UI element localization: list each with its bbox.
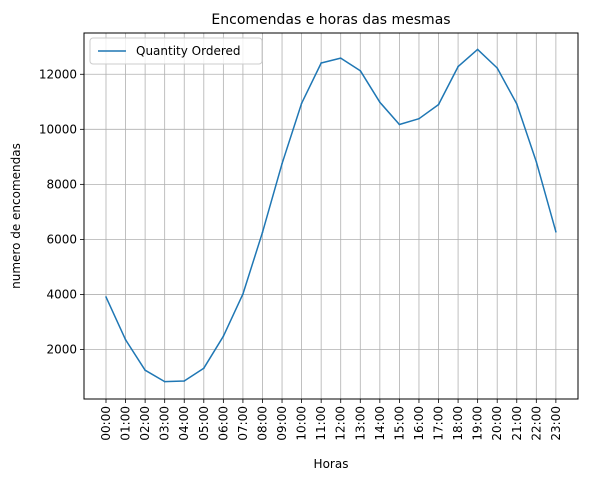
data-point — [437, 103, 440, 106]
x-tick-label: 15:00 — [392, 406, 406, 441]
data-point — [105, 296, 107, 298]
data-point — [163, 380, 166, 383]
x-tick-label: 01:00 — [119, 406, 133, 441]
chart-title: Encomendas e horas das mesmas — [211, 12, 450, 28]
x-tick-label: 03:00 — [158, 406, 172, 441]
data-point — [320, 62, 322, 64]
x-tick-label: 05:00 — [197, 406, 211, 441]
x-tick-label: 02:00 — [138, 406, 152, 441]
data-point — [144, 369, 146, 372]
x-tick-label: 19:00 — [471, 406, 485, 441]
x-axis: 00:00 01:00 02:00 03:00 04:00 05:00 06:00 07:00… — [99, 399, 563, 441]
y-axis-label: numero de encomendas — [9, 143, 23, 289]
x-tick-label: 00:00 — [99, 406, 113, 441]
data-point — [300, 102, 303, 105]
data-point — [379, 101, 381, 104]
data-point — [457, 65, 459, 68]
x-tick-label: 06:00 — [216, 406, 230, 441]
data-point — [555, 231, 557, 233]
x-axis-label: Horas — [314, 457, 349, 471]
x-tick-label: 13:00 — [353, 406, 367, 441]
data-point — [535, 160, 538, 163]
grid-lines — [84, 33, 578, 399]
legend-box — [89, 37, 263, 65]
x-tick-label: 16:00 — [412, 406, 426, 441]
y-axis: 2000 4000 6000 8000 10000 12000 — [39, 67, 84, 356]
data-point — [124, 339, 127, 341]
data-point — [222, 335, 225, 338]
x-tick-label: 22:00 — [529, 406, 543, 441]
x-tick-label: 21:00 — [510, 406, 524, 441]
data-point — [398, 123, 401, 126]
legend: Quantity Ordered — [89, 37, 263, 65]
x-tick-label: 17:00 — [432, 406, 446, 441]
series-layer — [105, 48, 557, 383]
x-tick-label: 12:00 — [334, 406, 348, 441]
x-tick-label: 04:00 — [177, 406, 191, 441]
y-tick-label: 2000 — [46, 342, 77, 356]
plot-area — [84, 33, 578, 399]
data-point — [418, 117, 420, 120]
legend-label: Quantity Ordered — [136, 44, 241, 58]
y-tick-label: 6000 — [46, 232, 77, 246]
data-point — [496, 67, 499, 69]
series-line-0 — [105, 48, 557, 383]
data-point — [242, 293, 244, 295]
data-point — [339, 57, 342, 59]
y-tick-label: 8000 — [46, 177, 77, 191]
y-tick-label: 4000 — [46, 287, 77, 301]
data-point — [203, 367, 205, 369]
y-tick-label: 12000 — [39, 67, 77, 81]
data-point — [359, 69, 362, 72]
x-tick-label: 20:00 — [490, 406, 504, 441]
x-tick-label: 10:00 — [295, 406, 309, 441]
plot-frame — [83, 32, 579, 400]
x-tick-label: 23:00 — [549, 406, 563, 441]
x-tick-label: 11:00 — [314, 406, 328, 441]
x-tick-label: 07:00 — [236, 406, 250, 441]
y-tick-label: 10000 — [39, 122, 77, 136]
x-tick-label: 18:00 — [451, 406, 465, 441]
data-point — [183, 380, 186, 382]
x-tick-label: 14:00 — [373, 406, 387, 441]
data-point — [476, 48, 479, 51]
data-point — [261, 231, 264, 234]
x-tick-label: 09:00 — [275, 406, 289, 441]
data-point — [515, 103, 518, 105]
x-tick-label: 08:00 — [255, 406, 269, 441]
data-point — [281, 162, 283, 165]
